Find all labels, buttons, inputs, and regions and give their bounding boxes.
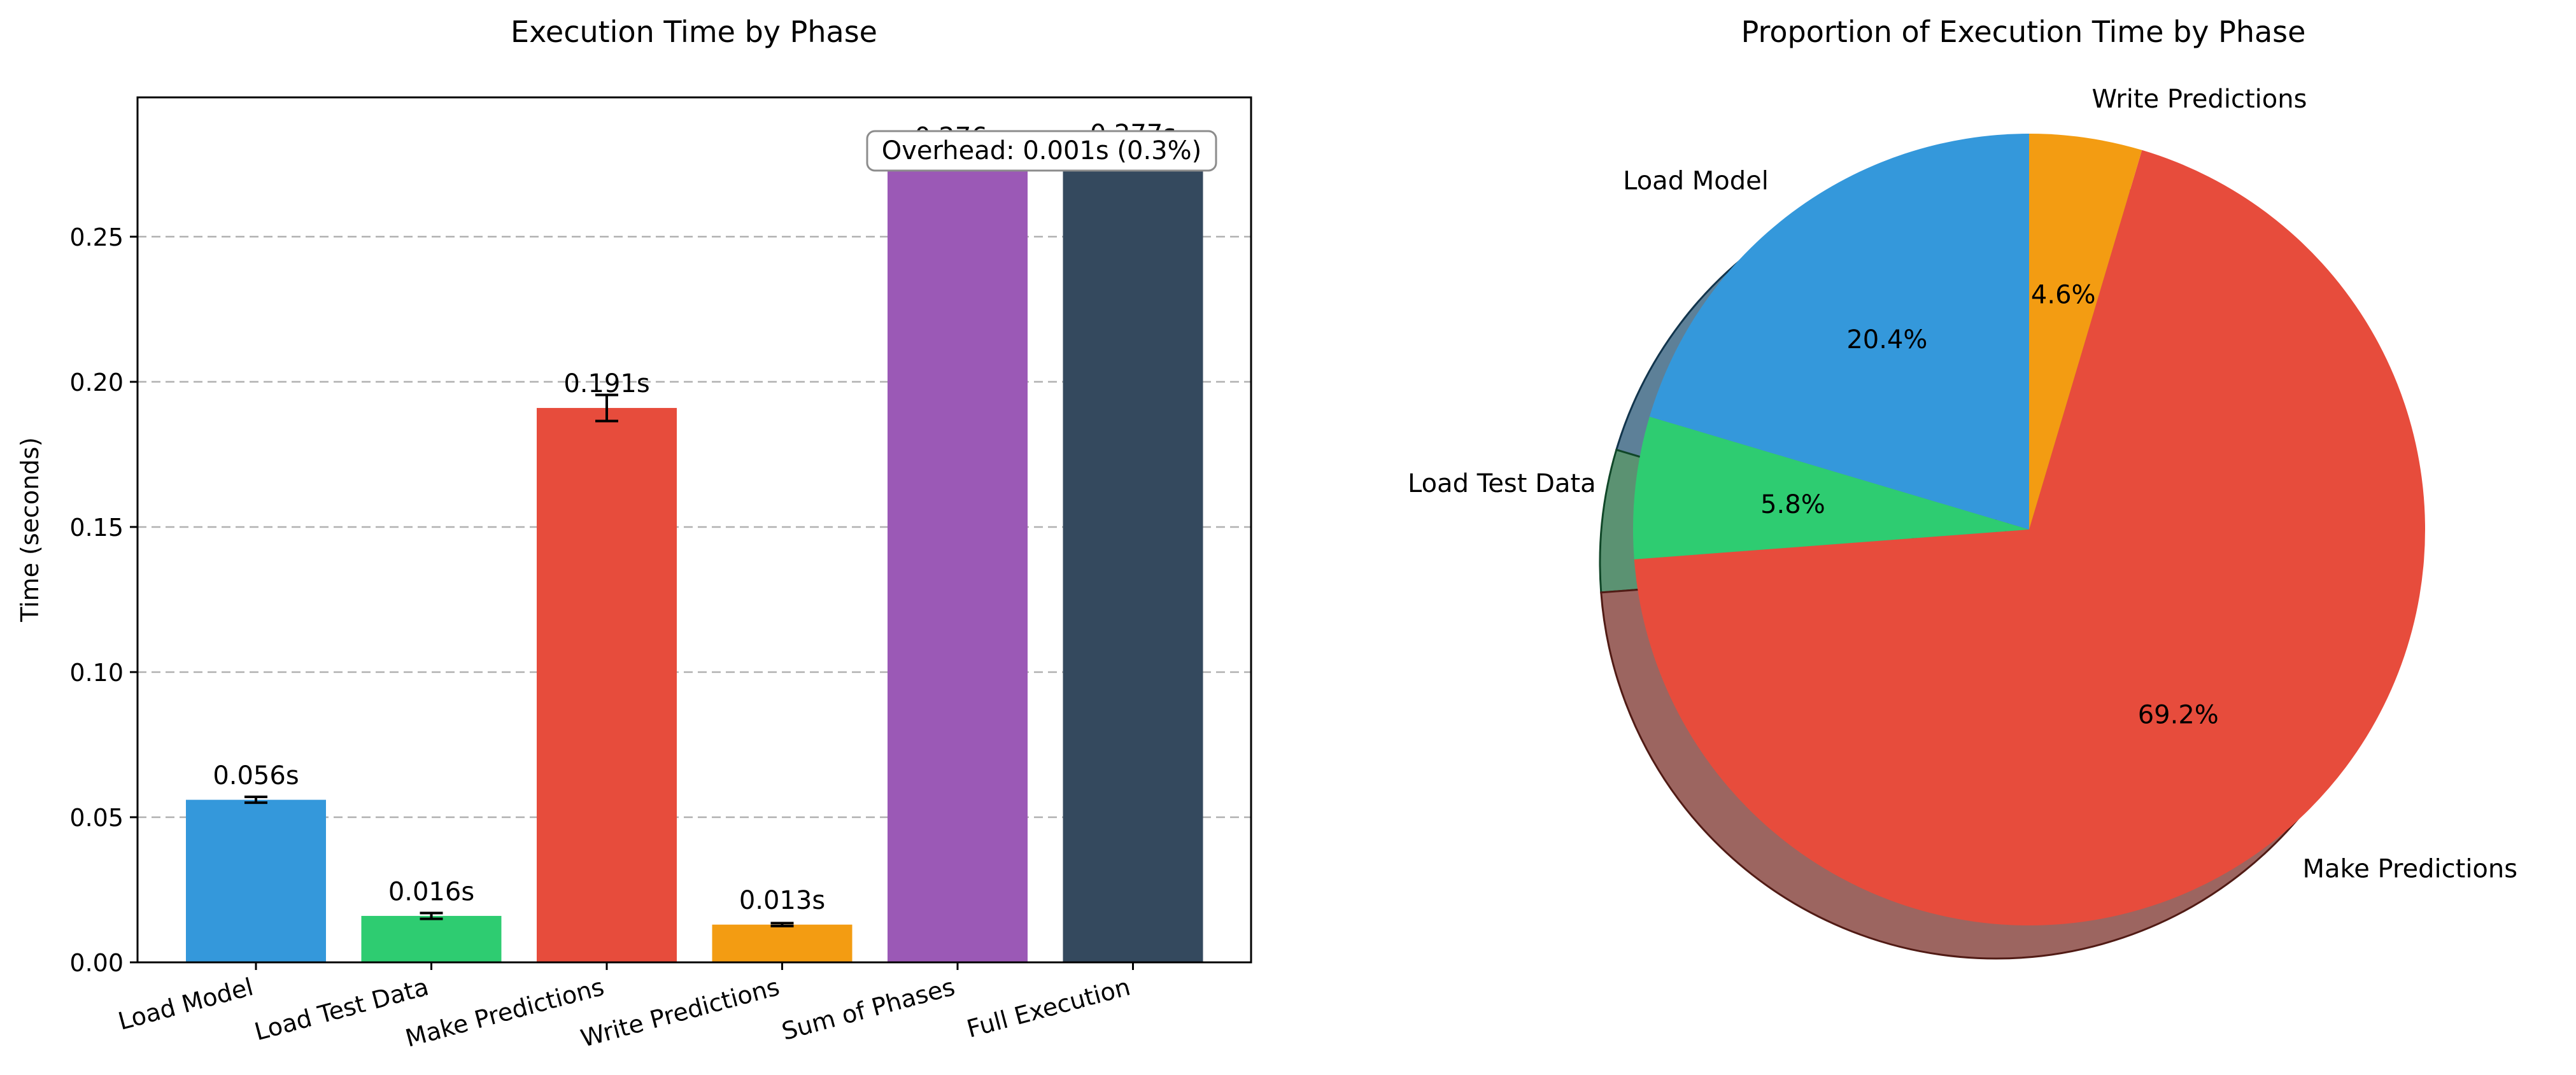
value-label: 0.016s [388,877,474,906]
y-tick-label: 0.00 [69,949,124,977]
y-axis-label: Time (seconds) [16,437,44,622]
annotation-box [866,130,1217,172]
y-tick-label: 0.15 [69,514,124,542]
bar-series [186,158,1203,963]
pie-slice [1649,134,2029,530]
bar [1063,158,1203,963]
pie-percent-label: 4.6% [2031,281,2096,310]
y-tick-label: 0.05 [69,804,124,832]
pie-slice [1634,150,2425,925]
bar-axes-frame [136,96,1252,964]
y-tick-label: 0.10 [69,659,124,687]
y-axis-ticks: 0.00 0.05 0.10 0.15 0.20 0.25 [69,223,138,977]
annotation-text: Overhead: 0.001s (0.3%) [882,136,1201,165]
pie-slice-label: Write Predictions [2092,85,2307,114]
pie-slice-label: Make Predictions [2302,855,2517,884]
pie-slice [1633,416,2029,559]
pie-slice-label: Load Test Data [1408,469,1596,498]
value-label: 0.056s [213,761,299,790]
pie-chart: Proportion of Execution Time by Phase 20… [1408,15,2517,960]
bar [537,407,677,962]
bar [712,924,853,962]
pie-slices [1633,134,2425,925]
value-label: 0.191s [563,369,649,398]
overhead-annotation: Overhead: 0.001s (0.3%) [866,130,1217,172]
bar [361,916,502,962]
pie-percent-labels: 20.4% 5.8% 69.2% 4.6% [1760,281,2219,730]
y-tick-label: 0.25 [69,223,124,251]
pie-slice-label: Load Model [1623,167,1769,196]
pie-percent-label: 20.4% [1846,325,1927,355]
pie-chart-title: Proportion of Execution Time by Phase [1741,15,2306,49]
pie-percent-label: 5.8% [1760,490,1825,519]
value-label: 0.013s [739,886,825,915]
pie-slice [2029,134,2142,530]
bar-chart-title: Execution Time by Phase [511,15,877,49]
bar [186,799,326,962]
y-tick-label: 0.20 [69,369,124,397]
bar [888,161,1028,962]
pie-percent-label: 69.2% [2138,701,2219,730]
pie-slice-labels: Load Model Load Test Data Make Predictions… [1408,85,2517,884]
